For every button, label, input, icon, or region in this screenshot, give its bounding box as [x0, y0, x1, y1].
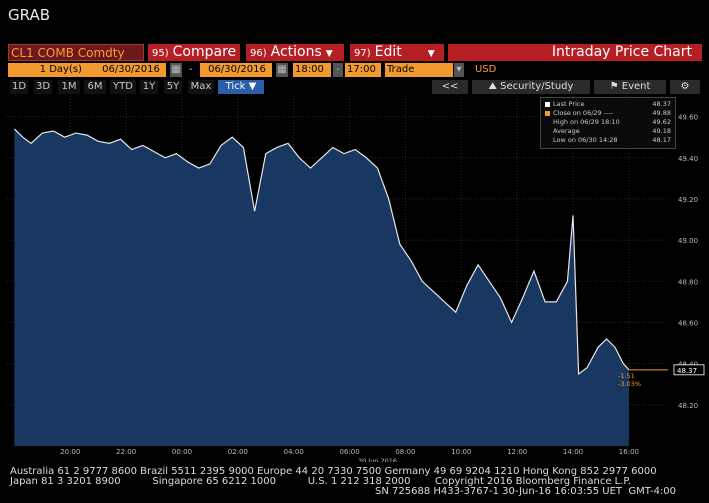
- clock-icon[interactable]: -: [333, 63, 343, 77]
- footer-contacts-line2: Japan 81 3 3201 8900 Singapore 65 6212 1…: [10, 476, 411, 487]
- y-tick-label: 49.60: [678, 114, 698, 122]
- x-tick-label: 02:00: [228, 448, 248, 456]
- footer-session-info: SN 725688 H433-3767-1 30-Jun-16 16:03:55…: [375, 486, 677, 497]
- end-date-input[interactable]: 06/30/2016: [200, 63, 272, 77]
- x-tick-label: 00:00: [172, 448, 192, 456]
- actions-menu-button[interactable]: 96) Actions ▼: [246, 44, 344, 61]
- y-tick-label: 48.80: [678, 278, 698, 286]
- chevron-down-icon: ▼: [427, 49, 435, 59]
- price-chart[interactable]: 49.6049.4049.2049.0048.8048.6048.4048.20…: [0, 96, 709, 462]
- days-field[interactable]: 1 Day(s): [8, 63, 110, 77]
- y-tick-label: 48.20: [678, 402, 698, 410]
- days-unit: Day(s): [49, 64, 82, 75]
- legend-label: Last Price: [553, 100, 585, 108]
- timeframe-1d-button[interactable]: 1D: [10, 80, 28, 94]
- edit-label: Edit: [374, 44, 402, 60]
- chart-legend: Last Price 48.37 Close on 06/29 ---- 49.88…: [540, 97, 676, 149]
- ticker-input[interactable]: CL1 COMB Comdty: [8, 44, 144, 61]
- x-tick-label: 06:00: [339, 448, 359, 456]
- legend-label: High on 06/29 18:10: [553, 118, 620, 126]
- legend-label: Low on 06/30 14:28: [553, 136, 618, 144]
- legend-prior-close: Close on 06/29 ---- 49.88: [545, 109, 673, 117]
- compare-button[interactable]: 95) Compare: [148, 44, 240, 61]
- app-title: GRAB: [8, 6, 50, 24]
- days-value: 1: [39, 64, 46, 75]
- edit-shortcut: 97): [354, 48, 371, 59]
- y-tick-label: 49.40: [678, 155, 698, 163]
- tick-select[interactable]: Tick ▼: [218, 80, 264, 94]
- legend-value: 49.62: [652, 118, 671, 126]
- y-tick-label: 48.60: [678, 319, 698, 327]
- calendar-icon[interactable]: ▦: [276, 63, 288, 77]
- legend-swatch: [545, 101, 550, 107]
- flag-icon: ⚑: [609, 81, 619, 92]
- legend-label: Average: [553, 127, 580, 135]
- legend-low: Low on 06/30 14:28 48.17: [545, 136, 673, 144]
- calendar-icon[interactable]: ▦: [170, 63, 182, 77]
- actions-shortcut: 96): [250, 48, 267, 59]
- price-line: [13, 128, 630, 376]
- currency-label[interactable]: USD: [475, 64, 497, 75]
- back-button[interactable]: <<: [432, 80, 468, 94]
- actions-label: Actions: [270, 44, 322, 60]
- timeframe-ytd-button[interactable]: YTD: [110, 80, 136, 94]
- x-tick-label: 12:00: [507, 448, 527, 456]
- legend-high: High on 06/29 18:10 49.62: [545, 118, 673, 126]
- footer-copyright: Copyright 2016 Bloomberg Finance L.P.: [435, 476, 632, 487]
- legend-value: 48.17: [652, 136, 671, 144]
- timeframe-3d-button[interactable]: 3D: [34, 80, 52, 94]
- price-change-pct-label: -3.03%: [618, 380, 641, 388]
- legend-value: 48.37: [652, 100, 671, 108]
- legend-label: Close on 06/29 ----: [553, 109, 614, 117]
- timeframe-1m-button[interactable]: 1M: [58, 80, 80, 94]
- y-tick-label: 49.00: [678, 237, 698, 245]
- legend-last-price: Last Price 48.37: [545, 100, 673, 108]
- timeframe-1y-button[interactable]: 1Y: [140, 80, 158, 94]
- x-tick-label: 10:00: [451, 448, 471, 456]
- edit-menu-button[interactable]: 97) Edit ▼: [350, 44, 444, 61]
- legend-average: Average 49.18: [545, 127, 673, 135]
- timeframe-5y-button[interactable]: 5Y: [164, 80, 182, 94]
- security-study-button[interactable]: ⛰ Security/Study: [472, 80, 590, 94]
- last-price-tag: 48.37: [677, 367, 697, 375]
- compare-label: Compare: [172, 44, 237, 60]
- x-tick-label: 20:00: [60, 448, 80, 456]
- price-change-label: -1.51: [618, 372, 635, 380]
- x-tick-label: 22:00: [116, 448, 136, 456]
- tick-label: Tick: [225, 81, 246, 92]
- timeframe-max-button[interactable]: Max: [188, 80, 214, 94]
- event-button[interactable]: ⚑ Event: [594, 80, 666, 94]
- legend-value: 49.18: [652, 127, 671, 135]
- settings-button[interactable]: ⚙: [670, 80, 700, 94]
- event-type-select[interactable]: Trade: [385, 63, 453, 77]
- chart-tool-icon: ⛰: [488, 81, 497, 92]
- x-date-label: 30 Jun 2016: [358, 457, 397, 462]
- start-date-input[interactable]: 06/30/2016: [94, 63, 166, 77]
- security-study-label: Security/Study: [500, 81, 574, 92]
- chevron-down-icon: ▼: [248, 81, 257, 92]
- dropdown-icon[interactable]: ▾: [454, 63, 464, 77]
- legend-swatch: [545, 110, 550, 116]
- x-tick-label: 08:00: [395, 448, 415, 456]
- price-area: [14, 128, 629, 447]
- legend-value: 49.88: [652, 109, 671, 117]
- end-time-input[interactable]: 17:00: [345, 63, 381, 77]
- last-price-tag-box: [673, 364, 705, 376]
- x-tick-label: 04:00: [284, 448, 304, 456]
- start-time-input[interactable]: 18:00: [293, 63, 331, 77]
- timeframe-6m-button[interactable]: 6M: [84, 80, 106, 94]
- gear-icon: ⚙: [680, 81, 690, 92]
- y-tick-label: 49.20: [678, 196, 698, 204]
- chevron-down-icon: ▼: [325, 49, 333, 59]
- x-tick-label: 14:00: [563, 448, 583, 456]
- footer-contacts-line1: Australia 61 2 9777 8600 Brazil 5511 239…: [10, 466, 657, 477]
- event-label: Event: [621, 81, 651, 92]
- chart-title: Intraday Price Chart: [448, 44, 702, 61]
- date-range-separator: -: [189, 64, 193, 75]
- compare-shortcut: 95): [152, 48, 169, 59]
- x-tick-label: 16:00: [619, 448, 639, 456]
